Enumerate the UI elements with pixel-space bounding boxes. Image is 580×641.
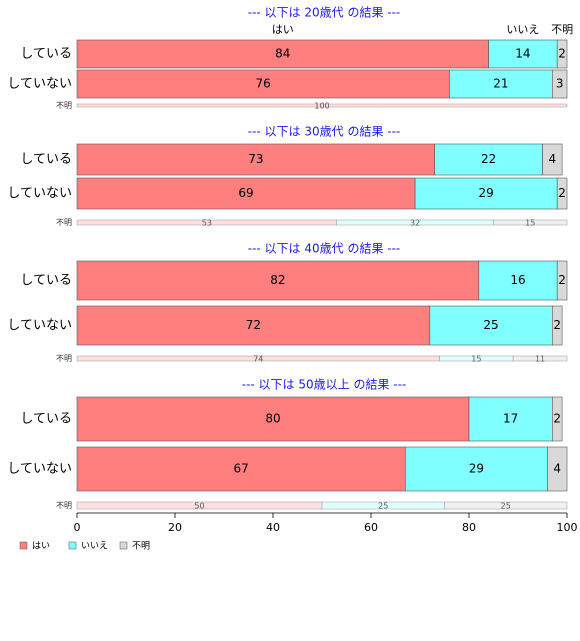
row-label: している: [20, 47, 72, 62]
data-label: 2: [553, 318, 561, 332]
data-label: 76: [256, 77, 271, 91]
unknown-data-label: 15: [525, 219, 535, 228]
legend-label-no: いいえ: [81, 541, 108, 552]
bar-segment-no: [429, 305, 553, 346]
unknown-data-label: 15: [471, 355, 481, 364]
unknown-data-label: 11: [535, 355, 545, 364]
bar-segment-yes: [76, 305, 431, 346]
legend-label-yes: はい: [32, 541, 50, 552]
x-tick-label: 80: [462, 521, 476, 534]
legend-label-unknown: 不明: [132, 541, 150, 552]
bar-segment-yes: [76, 143, 436, 176]
data-label: 2: [558, 47, 566, 61]
row-label: している: [20, 152, 72, 167]
unknown-bar-segment-unknown: [444, 501, 568, 510]
unknown-bar-segment-unknown: [493, 219, 568, 226]
data-label: 22: [481, 152, 496, 166]
panel-title: --- 以下は 30歳代 の結果 ---: [248, 125, 401, 139]
row-label: していない: [7, 462, 72, 477]
bar-segment-unknown: [547, 446, 568, 492]
unknown-bar-segment-yes: [76, 103, 568, 108]
data-label: 29: [469, 462, 484, 476]
unknown-row-label: 不明: [56, 354, 72, 363]
data-label: 2: [558, 273, 566, 287]
panel-title: --- 以下は 20歳代 の結果 ---: [248, 6, 401, 20]
data-label: 25: [483, 318, 498, 332]
data-label: 2: [553, 412, 561, 426]
unknown-data-label: 50: [194, 502, 204, 511]
x-tick-label: 100: [557, 521, 578, 534]
bar-segment-yes: [76, 39, 489, 69]
legend-swatch-unknown: [119, 541, 128, 550]
panel-title: --- 以下は 40歳代 の結果 ---: [248, 242, 401, 256]
data-label: 67: [234, 462, 249, 476]
category-label-no: いいえ: [506, 23, 539, 36]
bar-segment-yes: [76, 260, 480, 301]
bar-segment-unknown: [542, 143, 563, 176]
unknown-data-label: 25: [378, 502, 388, 511]
x-tick-label: 60: [364, 521, 378, 534]
bar-segment-no: [404, 446, 548, 492]
x-tick-label: 40: [266, 521, 280, 534]
unknown-row-label: 不明: [56, 101, 72, 110]
unknown-data-label: 74: [253, 355, 263, 364]
data-label: 80: [265, 412, 280, 426]
data-label: 17: [503, 412, 518, 426]
data-label: 29: [479, 186, 494, 200]
bar-segment-no: [414, 177, 558, 210]
unknown-data-label: 25: [501, 502, 511, 511]
bar-segment-unknown: [551, 396, 563, 442]
bar-segment-no: [434, 143, 543, 176]
data-label: 84: [275, 47, 290, 61]
category-label-unknown: 不明: [551, 23, 573, 36]
category-label-yes: はい: [272, 23, 294, 36]
row-label: していない: [7, 77, 72, 92]
bar-segment-unknown: [556, 39, 568, 69]
bar-segment-unknown: [551, 305, 563, 346]
bar-segment-yes: [76, 446, 406, 492]
bar-segment-unknown: [556, 260, 568, 301]
unknown-data-label: 32: [410, 219, 420, 228]
unknown-data-label: 53: [202, 219, 212, 228]
data-label: 3: [556, 77, 564, 91]
bar-segment-yes: [76, 396, 470, 442]
data-label: 82: [270, 273, 285, 287]
panel-title: --- 以下は 50歳以上 の結果 ---: [242, 378, 407, 392]
unknown-row-label: 不明: [56, 501, 72, 510]
data-label: 21: [493, 77, 508, 91]
unknown-data-label: 100: [314, 102, 329, 111]
bar-segment-no: [478, 260, 558, 301]
bar-segment-no: [468, 396, 553, 442]
x-tick-label: 0: [74, 521, 81, 534]
x-tick-label: 20: [168, 521, 182, 534]
data-label: 4: [553, 462, 561, 476]
bar-segment-no: [488, 39, 558, 69]
unknown-row-label: 不明: [56, 218, 72, 227]
bar-segment-unknown: [551, 69, 568, 99]
legend-swatch-no: [68, 541, 77, 550]
data-label: 73: [248, 152, 263, 166]
row-label: していない: [7, 186, 72, 201]
unknown-bar-segment-unknown: [512, 355, 568, 362]
data-label: 4: [548, 152, 556, 166]
data-label: 2: [558, 186, 566, 200]
legend-swatch-yes: [19, 541, 28, 550]
row-label: していない: [7, 318, 72, 333]
data-label: 69: [238, 186, 253, 200]
data-label: 16: [510, 273, 525, 287]
row-label: している: [20, 412, 72, 427]
data-label: 72: [246, 318, 261, 332]
data-label: 14: [515, 47, 530, 61]
row-label: している: [20, 273, 72, 288]
bar-segment-unknown: [556, 177, 568, 210]
